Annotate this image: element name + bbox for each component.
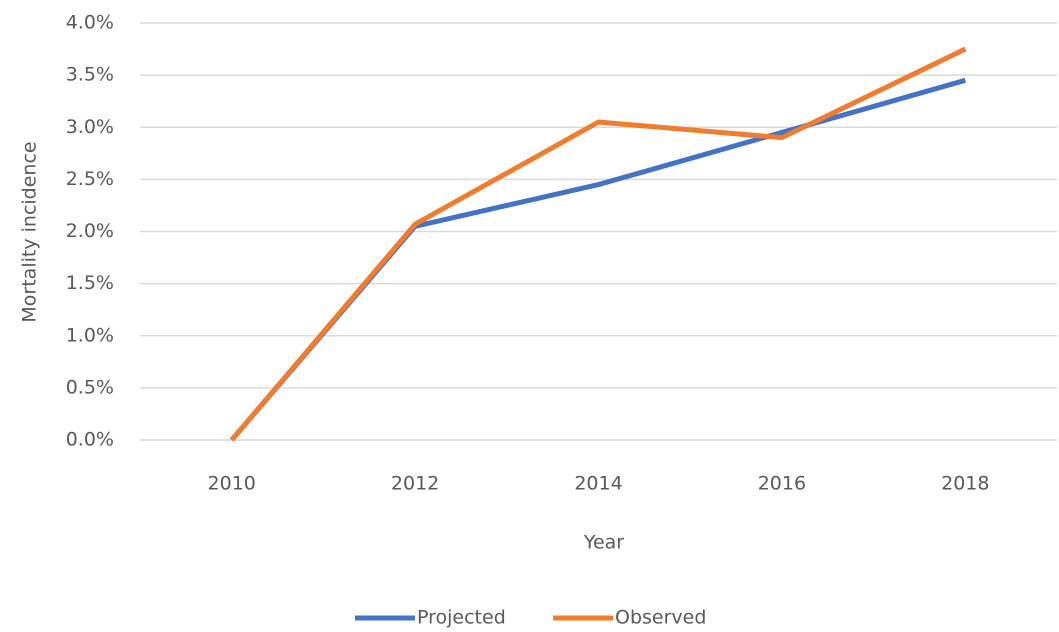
y-axis-label: Mortality incidence: [19, 141, 41, 322]
y-tick-label: 4.0%: [66, 12, 114, 34]
y-tick-label: 2.5%: [66, 168, 114, 190]
series-line: [229, 46, 967, 442]
legend-label: Observed: [615, 607, 706, 629]
x-tick-label: 2018: [941, 473, 989, 495]
y-tick-label: 0.0%: [66, 429, 114, 451]
y-tick-label: 3.5%: [66, 64, 114, 86]
y-tick-label: 2.0%: [66, 220, 114, 242]
y-tick-label: 1.0%: [66, 324, 114, 346]
legend-label: Projected: [417, 607, 506, 629]
series-line: [229, 77, 966, 442]
y-tick-label: 1.5%: [66, 272, 114, 294]
x-axis-label: Year: [583, 532, 624, 554]
x-tick-label: 2012: [391, 473, 439, 495]
x-tick-label: 2014: [574, 473, 622, 495]
y-tick-label: 3.0%: [66, 116, 114, 138]
x-tick-label: 2016: [758, 473, 806, 495]
y-tick-label: 0.5%: [66, 376, 114, 398]
x-tick-label: 2010: [208, 473, 256, 495]
